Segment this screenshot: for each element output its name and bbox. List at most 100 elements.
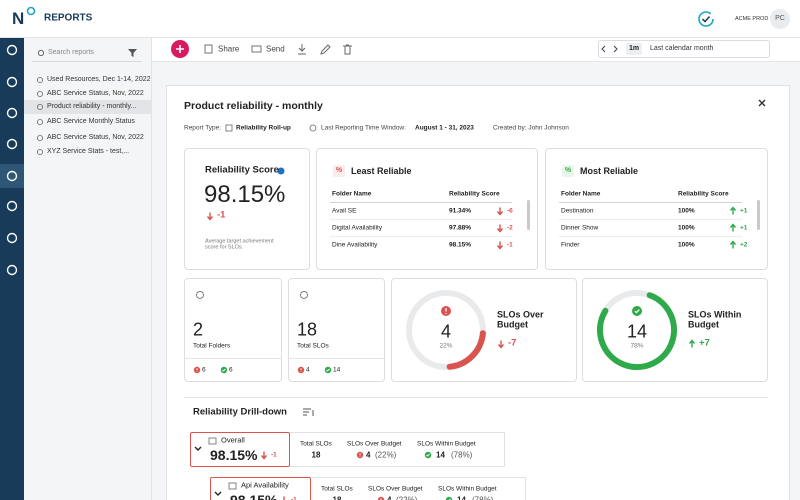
close-icon[interactable]	[758, 99, 766, 107]
nav-active	[0, 164, 24, 188]
drill-name: Api Availability	[241, 480, 289, 490]
report-item[interactable]: Product reliability - monthly...	[47, 102, 137, 110]
header-rule	[559, 202, 742, 203]
card-title: Least Reliable	[351, 165, 412, 176]
gauge-value: 4	[440, 321, 452, 342]
app-title: REPORTS	[44, 12, 93, 24]
folder-icon	[196, 291, 204, 299]
drill-delta: -1	[291, 496, 297, 500]
logo: N	[12, 9, 25, 29]
good-count: 6	[229, 366, 233, 374]
report-item[interactable]: XYZ Service Stats - test,...	[47, 147, 130, 155]
col-value: 18	[332, 495, 342, 500]
folder-icon	[208, 437, 217, 445]
good-count: 14	[333, 366, 341, 374]
folder-delta: -6	[507, 207, 513, 215]
folder-name: Finder	[561, 241, 580, 249]
score-card card	[184, 148, 310, 270]
folder-name: Digital Availability	[332, 224, 383, 232]
folder-delta: -1	[507, 241, 513, 249]
column-header: Reliability Score	[678, 190, 729, 198]
status-check	[701, 15, 711, 23]
sort-icon	[303, 408, 314, 416]
nav-icon[interactable]	[6, 200, 18, 212]
count-rule	[288, 358, 385, 359]
count-label: Total Folders	[193, 342, 231, 350]
nav-bar	[0, 38, 24, 500]
arrow-up	[729, 206, 737, 215]
card-title: Reliability Score	[205, 164, 279, 176]
send-button[interactable]: Send	[266, 44, 285, 54]
slo-icon	[300, 291, 308, 299]
gauge-title: SLOs Within Budget	[688, 309, 742, 330]
drill-row[interactable]	[190, 432, 290, 467]
nav-icon[interactable]	[6, 44, 18, 56]
most-icon: %	[564, 166, 572, 174]
report-item[interactable]: Used Resources, Dec 1-14, 2022	[47, 75, 151, 83]
report-icon	[36, 103, 44, 111]
drill-score: 98.15%	[230, 491, 278, 500]
nav-icon[interactable]	[6, 232, 18, 244]
within-card	[582, 278, 768, 382]
col-value: 4	[387, 495, 392, 500]
most-icon-box	[562, 165, 574, 177]
count-value: 2	[193, 319, 204, 340]
nav-icon[interactable]	[6, 170, 18, 182]
gauge-percent: 22%	[439, 342, 453, 350]
bad-count: 4	[306, 366, 310, 374]
col-pct: (22%)	[396, 495, 418, 500]
time-icon	[309, 124, 317, 132]
gauge-value: 14	[626, 321, 648, 342]
check	[326, 368, 330, 372]
gauge-arc	[406, 290, 486, 370]
report-item[interactable]: ABC Service Monthly Status	[47, 117, 135, 125]
drill-columns	[290, 432, 505, 467]
avatar[interactable]	[770, 9, 790, 29]
share-button[interactable]: Share	[218, 44, 240, 54]
col-pct: (78%)	[451, 450, 473, 460]
header	[0, 0, 800, 38]
chevron	[194, 446, 202, 451]
filter-icon	[128, 49, 137, 57]
scrollbar	[527, 200, 530, 230]
nav-icon[interactable]	[6, 107, 18, 119]
folder-score: 97.88%	[449, 224, 472, 232]
nav-icon[interactable]	[6, 76, 18, 88]
gauge-track	[406, 290, 486, 370]
arrow-down	[260, 451, 268, 460]
gauge-percent: 78%	[630, 342, 644, 350]
gauge-badge	[632, 306, 642, 316]
report-item[interactable]: ABC Service Status, Nov, 2022	[47, 89, 144, 97]
report-item[interactable]: ABC Service Status, Nov, 2022	[47, 133, 144, 141]
status-icon	[698, 11, 714, 27]
download-icon	[298, 44, 306, 55]
arrow-up	[688, 339, 696, 348]
avatar-initials[interactable]: PC	[775, 14, 785, 22]
nav-icon[interactable]	[6, 264, 18, 276]
count-value: 18	[297, 319, 318, 340]
least-icon-box	[333, 165, 345, 177]
edit-icon	[320, 44, 331, 55]
least-icon: %	[335, 166, 343, 174]
col-label: SLOs Over Budget	[347, 440, 402, 448]
nav-icon[interactable]	[6, 138, 18, 150]
gauge-delta: -7	[508, 337, 517, 349]
meta-label: Last Reporting Time Window:	[321, 124, 406, 132]
drill-score: 98.15%	[210, 446, 258, 463]
search-box[interactable]	[32, 45, 142, 62]
range-chip	[626, 43, 642, 55]
send-icon	[251, 45, 262, 53]
check	[634, 309, 640, 314]
score-note: Average target achievement score for SLO…	[205, 238, 274, 251]
folder-score: 98.15%	[449, 241, 472, 249]
gauge-title: SLOs Over Budget	[497, 309, 544, 330]
section-rule	[184, 397, 768, 398]
reports-panel	[24, 38, 152, 500]
check	[222, 368, 226, 372]
section-title: Reliability Drill-down	[193, 406, 287, 418]
meta-value: August 1 - 31, 2023	[415, 124, 474, 132]
chevron	[214, 491, 222, 496]
col-label: SLOs Within Budget	[417, 440, 476, 448]
drill-delta: -1	[271, 451, 277, 459]
least-card	[316, 148, 538, 270]
